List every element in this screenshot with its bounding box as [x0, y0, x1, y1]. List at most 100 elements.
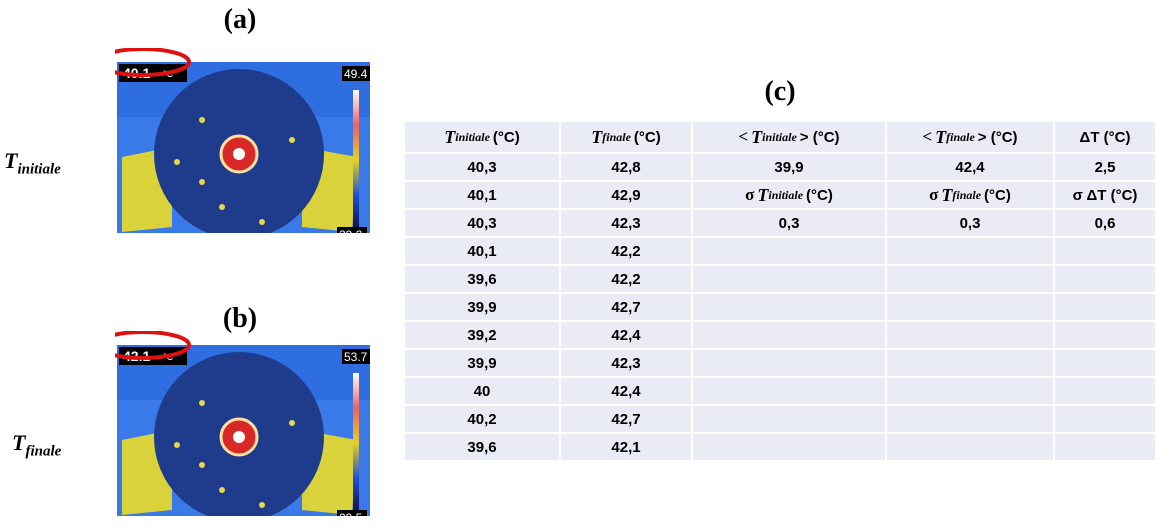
subscript: finale	[952, 187, 982, 202]
table-cell	[693, 322, 887, 350]
cell-text: 39,6	[467, 438, 497, 456]
table-cell: 39,9	[405, 294, 561, 322]
table-cell: 42,4	[887, 154, 1055, 182]
subscript: finale	[946, 129, 975, 144]
table-cell	[1055, 350, 1157, 378]
cell-text: 42,7	[611, 410, 641, 428]
table-cell	[693, 294, 887, 322]
prefix: σ	[929, 185, 939, 204]
suffix: > (°C)	[799, 128, 840, 146]
thermal-image: 42.1°C53.729.5FLIR	[115, 331, 370, 516]
table-cell	[693, 238, 887, 266]
table-cell: 39,6	[405, 266, 561, 294]
table-cell	[1055, 434, 1157, 462]
cell-text: 40,1	[467, 242, 497, 260]
table-cell: 0,6	[1055, 210, 1157, 238]
prefix: <	[922, 127, 933, 146]
symbol: T	[941, 184, 953, 205]
panel-label: (c)	[764, 76, 796, 107]
subscript: finale	[25, 443, 62, 460]
cell-text: 42,2	[611, 270, 641, 288]
hot-dot	[199, 400, 205, 406]
hot-dot	[259, 502, 265, 508]
text: 0,3	[959, 214, 981, 232]
table-cell: 42,8	[561, 154, 693, 182]
table-cell: 42,3	[561, 350, 693, 378]
cell-text: 42,3	[611, 214, 641, 232]
colorbar	[353, 373, 359, 513]
table-cell: 42,9	[561, 182, 693, 210]
hot-dot	[174, 159, 180, 165]
symbol: T	[935, 126, 947, 147]
table-cell	[1055, 294, 1157, 322]
colorbar	[353, 90, 359, 230]
table-cell: 40,2	[405, 406, 561, 434]
min-label: 29.5	[339, 511, 363, 516]
table-cell: 42,1	[561, 434, 693, 462]
table-cell	[887, 378, 1055, 406]
table-cell	[887, 406, 1055, 434]
text: 39,9	[774, 158, 804, 176]
table-cell: 40,1	[405, 238, 561, 266]
hot-dot	[219, 487, 225, 493]
highlight	[115, 331, 191, 360]
table-cell	[693, 350, 887, 378]
cell-text: 40	[473, 382, 491, 400]
cell-text: 39,9	[467, 354, 497, 372]
suffix: (°C)	[806, 186, 833, 204]
row-label: Tfinale	[12, 430, 61, 460]
suffix: (°C)	[984, 186, 1011, 204]
symbol: T	[444, 126, 456, 147]
table-cell: 40,1	[405, 182, 561, 210]
max-box	[342, 66, 370, 81]
suffix: (°C)	[633, 128, 661, 146]
hot-dot	[174, 442, 180, 448]
hot-dot	[199, 462, 205, 468]
table-cell: 42,2	[561, 266, 693, 294]
table-cell	[887, 294, 1055, 322]
cell-text: 42,8	[611, 158, 641, 176]
thermal-image: 40.1°C49.429.2FLIR	[115, 48, 370, 233]
table-cell	[693, 266, 887, 294]
table-cell: ΔT (°C)	[1055, 122, 1157, 154]
symbol: T	[12, 430, 26, 455]
image-body: 42.1°C53.729.5FLIR	[117, 345, 370, 516]
table-cell: 42,2	[561, 238, 693, 266]
brand: FLIR	[127, 232, 150, 233]
panel-label: (b)	[222, 303, 258, 334]
table-cell	[887, 434, 1055, 462]
table-cell: 39,9	[405, 350, 561, 378]
text: 2,5	[1094, 158, 1116, 176]
hot-dot	[219, 204, 225, 210]
cell-text: 40,3	[467, 158, 497, 176]
hot-dot	[289, 420, 295, 426]
cell-text: 42,1	[611, 438, 641, 456]
table-cell	[693, 378, 887, 406]
table-cell: 42,3	[561, 210, 693, 238]
symbol: T	[751, 126, 763, 147]
cell-text: 42,7	[611, 298, 641, 316]
text: ΔT (°C)	[1079, 128, 1131, 146]
subscript: initiale	[17, 161, 61, 178]
symbol: T	[757, 184, 769, 205]
table-cell	[1055, 406, 1157, 434]
hot-dot	[199, 179, 205, 185]
text: 42,4	[955, 158, 985, 176]
subscript: finale	[602, 129, 631, 144]
max-label: 49.4	[344, 67, 368, 81]
table-cell	[887, 350, 1055, 378]
cell-text: 40,3	[467, 214, 497, 232]
symbol: T	[591, 126, 603, 147]
table-cell	[887, 322, 1055, 350]
target-core	[233, 148, 245, 160]
cell-text: 42,2	[611, 242, 641, 260]
cell-text: 42,9	[611, 186, 641, 204]
suffix: > (°C)	[977, 128, 1018, 146]
prefix: σ	[745, 185, 755, 204]
hot-dot	[199, 117, 205, 123]
